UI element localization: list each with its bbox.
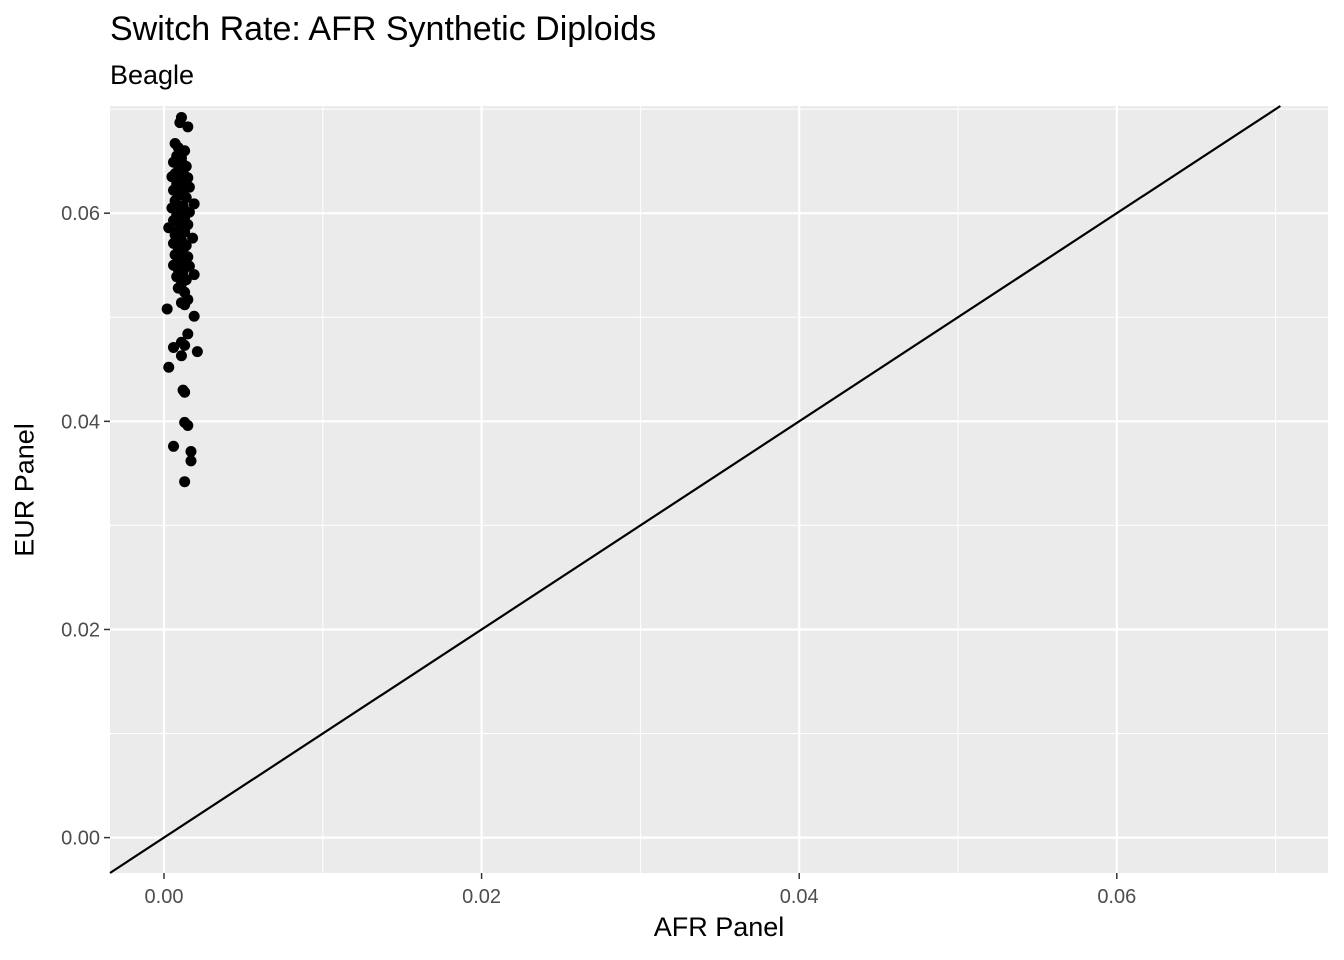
scatter-point — [168, 341, 180, 353]
scatter-point — [183, 181, 195, 193]
y-tick-label: 0.02 — [61, 619, 100, 641]
y-tick-label: 0.06 — [61, 203, 100, 225]
identity-reference-line — [109, 105, 1281, 874]
scatter-point — [179, 226, 191, 238]
y-axis: 0.00 0.02 0.04 0.06 — [61, 203, 110, 850]
x-tick-label: 0.06 — [1097, 886, 1136, 908]
scatter-point — [179, 386, 191, 398]
x-axis-label: AFR Panel — [653, 912, 785, 942]
scatter-point — [185, 446, 197, 458]
x-tick-label: 0.00 — [145, 886, 184, 908]
scatter-point — [179, 476, 191, 488]
scatter-point — [182, 328, 194, 340]
scatter-point — [175, 350, 187, 362]
minor-gridlines — [110, 106, 1328, 873]
scatter-point — [179, 299, 191, 311]
plot-panel — [110, 106, 1328, 873]
scatter-point — [188, 269, 200, 281]
scatter-point — [187, 232, 199, 244]
scatter-point — [168, 156, 180, 168]
x-tick-label: 0.04 — [780, 886, 819, 908]
scatter-point — [188, 198, 200, 210]
scatter-point — [180, 192, 192, 204]
scatter-point — [188, 310, 200, 322]
scatter-point — [179, 339, 191, 351]
y-axis-label: EUR Panel — [9, 423, 40, 557]
scatter-point — [168, 440, 180, 452]
y-tick-label: 0.00 — [61, 828, 100, 850]
major-gridlines — [110, 106, 1328, 873]
chart-title: Switch Rate: AFR Synthetic Diploids — [110, 10, 657, 48]
chart-subtitle: Beagle — [110, 60, 195, 90]
x-axis: 0.00 0.02 0.04 0.06 — [145, 873, 1136, 908]
scatter-point — [163, 361, 175, 373]
scatter-point — [163, 222, 175, 234]
scatter-point — [182, 419, 194, 431]
scatter-point — [191, 346, 203, 358]
scatter-point — [185, 455, 197, 467]
x-tick-label: 0.02 — [462, 886, 501, 908]
y-tick-label: 0.04 — [61, 411, 100, 433]
scatter-point — [182, 121, 194, 133]
scatter-point — [161, 303, 173, 315]
data-points — [161, 111, 203, 488]
